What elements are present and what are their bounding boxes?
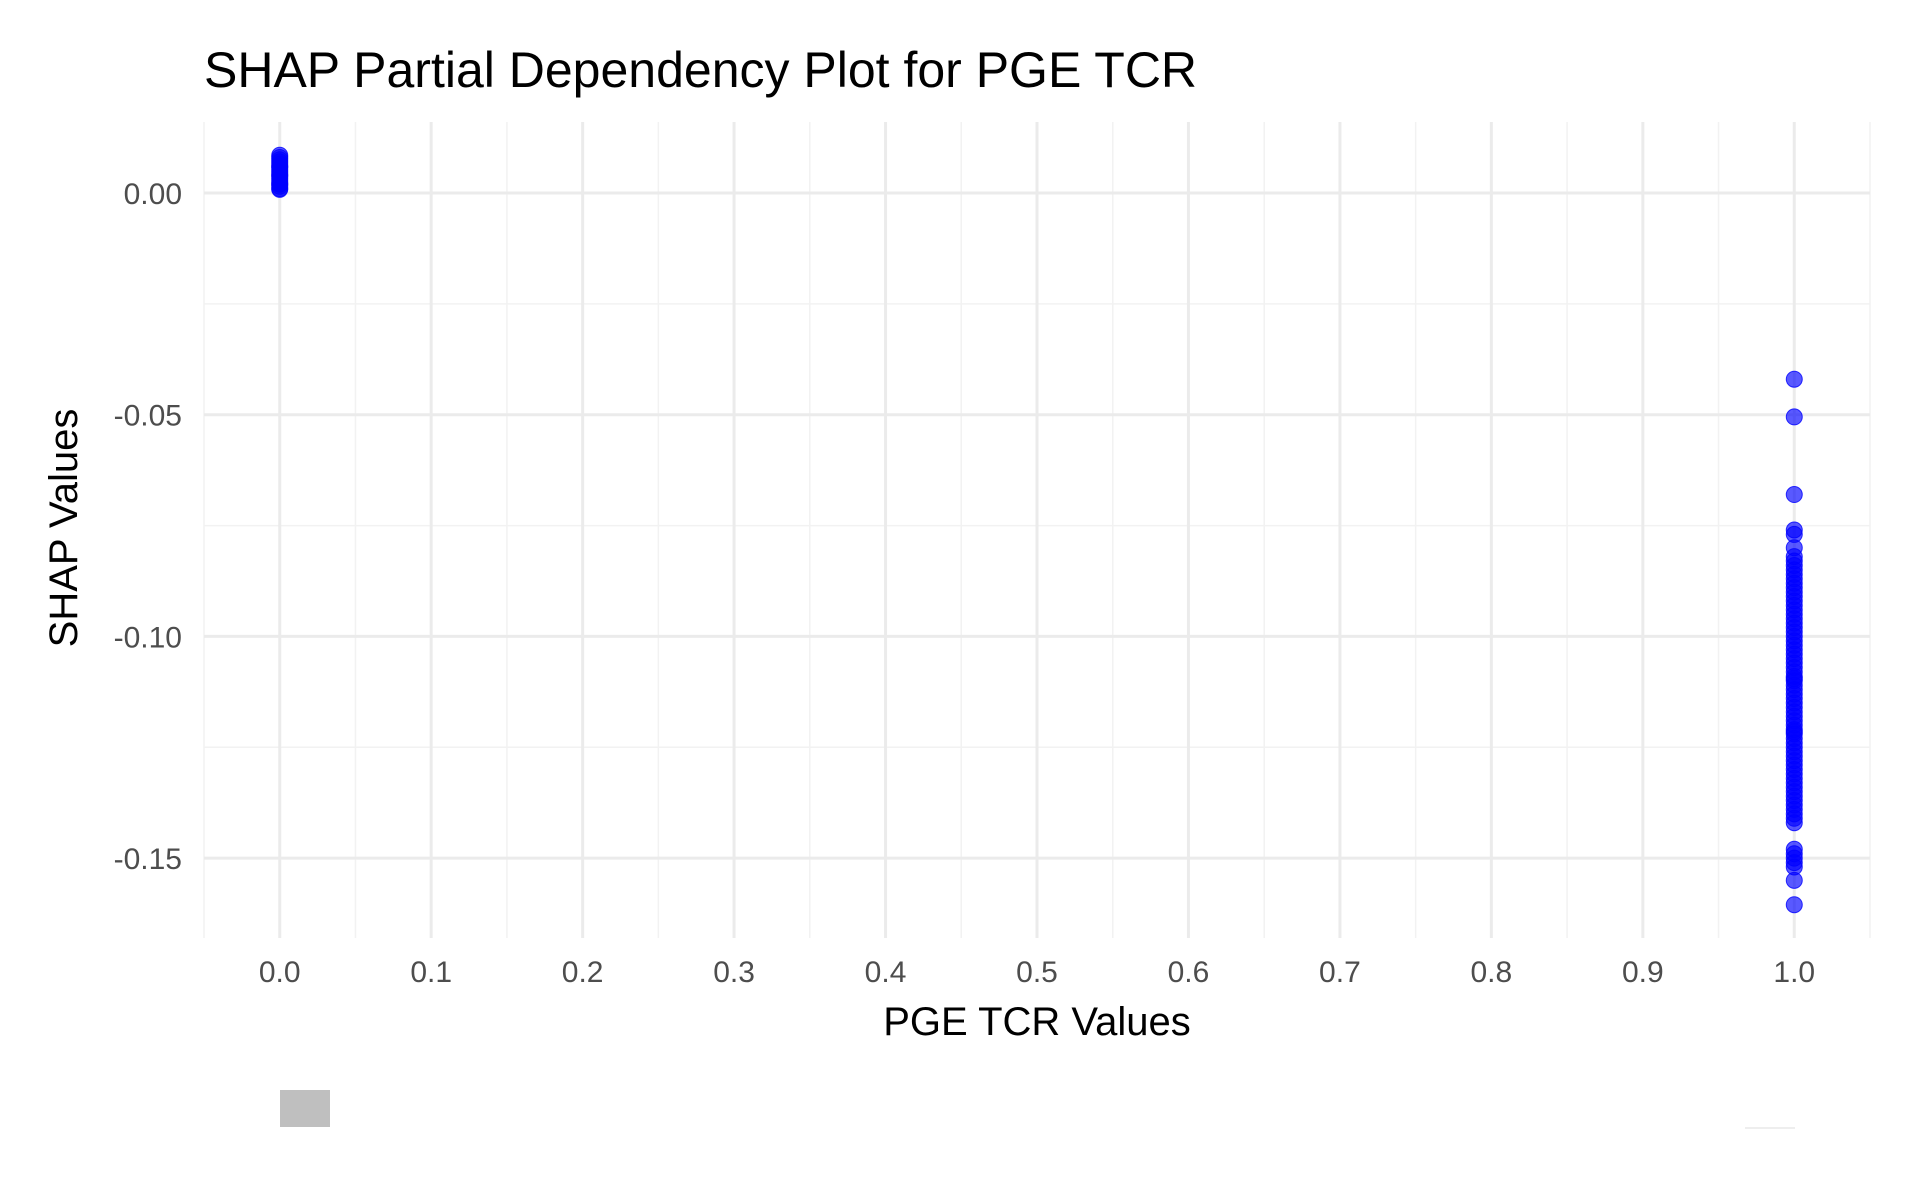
x-tick-label-6: 0.6 <box>1168 956 1210 989</box>
x-tick-label-3: 0.3 <box>713 956 755 989</box>
x-tick-label-5: 0.5 <box>1016 956 1058 989</box>
chart-title: SHAP Partial Dependency Plot for PGE TCR <box>204 42 1197 98</box>
x-tick-label-7: 0.7 <box>1319 956 1361 989</box>
legend-key-swatch <box>280 1090 330 1127</box>
x-tick-label-9: 0.9 <box>1622 956 1664 989</box>
x-tick-label-1: 0.1 <box>410 956 452 989</box>
grid-lines <box>203 122 1871 938</box>
y-axis-title: SHAP Values <box>42 409 86 648</box>
data-point-s1-66 <box>1785 814 1803 832</box>
x-tick-label-4: 0.4 <box>865 956 907 989</box>
x-tick-labels: 0.0 0.1 0.2 0.3 0.4 0.5 0.6 0.7 0.8 0.9 1.0 <box>259 956 1815 989</box>
y-tick-label-2: -0.10 <box>114 621 182 654</box>
data-point-s1-72 <box>1785 871 1803 889</box>
x-tick-label-10: 1.0 <box>1773 956 1815 989</box>
data-point-s1-75 <box>1785 723 1803 741</box>
y-tick-label-3: -0.15 <box>114 843 182 876</box>
data-point-s1-74 <box>1785 670 1803 688</box>
x-tick-label-8: 0.8 <box>1471 956 1513 989</box>
y-tick-label-0: 0.00 <box>124 178 182 211</box>
y-tick-labels: 0.00 -0.05 -0.10 -0.15 <box>114 178 182 876</box>
data-point-s1-0 <box>1785 370 1803 388</box>
data-point-s1-1 <box>1785 408 1803 426</box>
x-axis-title: PGE TCR Values <box>883 1000 1191 1044</box>
x-tick-label-2: 0.2 <box>562 956 604 989</box>
y-tick-label-1: -0.05 <box>114 400 182 433</box>
data-point-s1-2 <box>1785 486 1803 504</box>
data-points <box>271 146 1803 914</box>
x-tick-label-0: 0.0 <box>259 956 301 989</box>
data-point-s0-19 <box>271 175 289 193</box>
data-point-s1-73 <box>1785 896 1803 914</box>
